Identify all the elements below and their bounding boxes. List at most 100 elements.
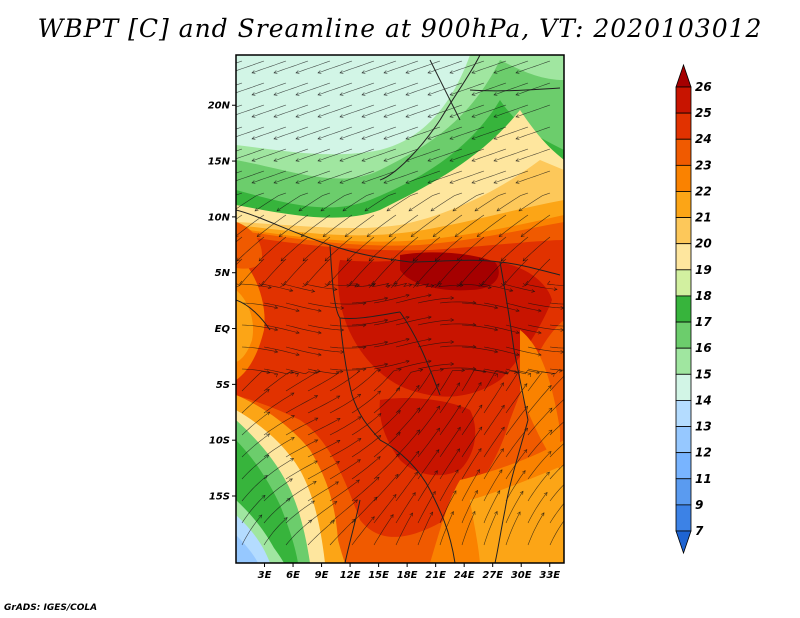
streamline-arrow (537, 308, 542, 313)
border-line (236, 299, 271, 331)
streamline-arrow (376, 456, 381, 460)
streamline-arrow (405, 70, 410, 74)
streamline-arrow (295, 114, 300, 118)
streamline-arrow (317, 352, 322, 357)
streamline (449, 170, 485, 184)
streamline-arrow (416, 429, 421, 434)
streamline (417, 363, 454, 370)
streamline (500, 236, 529, 262)
streamline-arrow (377, 368, 382, 373)
streamline-arrow (274, 305, 279, 310)
streamline-arrow (450, 362, 455, 366)
streamline-arrow (295, 352, 300, 357)
streamline-arrow (487, 285, 492, 289)
streamline-arrow (339, 114, 344, 118)
lon-tick-label: 18E (397, 570, 418, 581)
streamline (273, 170, 309, 184)
country-borders (236, 55, 561, 563)
streamline-arrow (394, 473, 399, 478)
streamline-arrow (312, 481, 317, 485)
streamline (241, 302, 278, 309)
streamline (417, 511, 433, 546)
streamline (263, 498, 291, 524)
streamline (260, 280, 293, 292)
streamline-arrow (419, 368, 424, 373)
streamline (408, 192, 441, 212)
streamline (527, 429, 553, 458)
streamline (478, 236, 507, 262)
streamline (461, 382, 482, 414)
streamline-arrow (517, 511, 521, 516)
streamline-arrow (215, 258, 218, 261)
streamline (241, 389, 270, 414)
colorbar-top-arrow (675, 63, 692, 88)
streamline-arrow (283, 517, 288, 521)
streamline (522, 236, 551, 262)
streamline-arrow (230, 136, 233, 139)
colorbar-label: 22 (695, 184, 712, 198)
streamline (295, 104, 331, 118)
streamline (263, 478, 293, 502)
streamline (251, 60, 287, 74)
streamline-arrow (416, 407, 421, 412)
streamline (307, 461, 340, 480)
streamline-arrow (449, 92, 454, 96)
streamline-arrow (320, 207, 325, 212)
streamline (505, 491, 524, 524)
colorbar-label: 13 (695, 420, 712, 434)
streamline-arrow (471, 158, 476, 162)
streamline-arrow (434, 470, 438, 475)
streamline-arrow (405, 180, 410, 184)
field-region (337, 259, 552, 397)
streamline-arrow (430, 207, 435, 212)
streamline (295, 126, 331, 140)
lon-tick-label: 30E (511, 570, 532, 581)
streamline (364, 192, 397, 212)
streamline-arrow (515, 330, 520, 335)
streamline-arrow (361, 70, 366, 74)
streamline-arrow (515, 136, 520, 140)
streamline (549, 368, 564, 371)
streamline (527, 371, 555, 392)
streamline (273, 82, 309, 96)
border-line (344, 499, 361, 563)
colorbar-segment (675, 478, 692, 506)
streamline-arrow (280, 282, 285, 287)
streamline (483, 511, 498, 546)
streamline (307, 372, 340, 392)
streamline-arrow (471, 114, 476, 118)
streamline-arrow (546, 471, 550, 476)
streamline-arrow (405, 92, 410, 96)
streamline-arrow (408, 283, 413, 288)
streamline-arrow (251, 114, 256, 118)
streamline (285, 372, 317, 392)
streamline-arrow (339, 180, 344, 184)
streamline-arrow (531, 289, 536, 293)
streamline-arrow (339, 92, 344, 96)
lon-tick-label: 33E (539, 570, 560, 581)
streamline (439, 370, 465, 392)
border-line (236, 209, 411, 263)
lat-tick-label: EQ (215, 324, 231, 335)
streamline (285, 460, 318, 480)
streamline (527, 346, 564, 353)
streamline-arrow (335, 370, 340, 375)
streamline (373, 410, 401, 436)
streamline (493, 82, 529, 96)
streamline (307, 440, 341, 458)
streamline-arrow (493, 158, 498, 162)
streamline (405, 148, 441, 162)
streamline-arrow (434, 284, 439, 288)
border-line (399, 311, 441, 396)
streamline-arrow (566, 514, 569, 517)
streamline-arrow (412, 284, 417, 288)
streamline-arrow (361, 180, 366, 184)
streamline (383, 148, 419, 162)
streamline-arrow (208, 92, 211, 95)
streamline (505, 470, 526, 502)
streamline (351, 456, 381, 480)
streamline (499, 214, 529, 237)
streamline-arrow (295, 158, 300, 162)
streamline-arrow (519, 490, 524, 495)
streamline (236, 60, 265, 72)
